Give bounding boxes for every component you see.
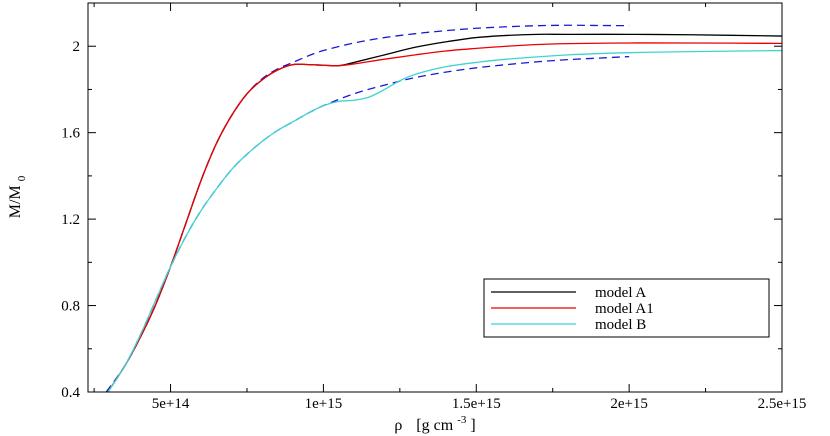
legend-label: model A1 bbox=[595, 301, 654, 317]
y-tick-label: 0.4 bbox=[61, 385, 80, 401]
y-axis-title: M/M 0 bbox=[7, 175, 28, 218]
x-axis-exponent: -3 bbox=[457, 414, 467, 426]
series-line-model-a bbox=[107, 33, 782, 392]
y-axis-sub: 0 bbox=[16, 175, 28, 181]
series-layer bbox=[105, 24, 782, 392]
y-tick-label: 0.8 bbox=[61, 299, 80, 315]
x-axis-title: ρ [g cm -3 ] bbox=[394, 410, 475, 434]
dashed-fit-line bbox=[105, 55, 630, 392]
dashed-fit-line bbox=[105, 24, 630, 392]
x-tick-label: 5e+14 bbox=[152, 396, 190, 412]
x-axis-units: [g cm bbox=[416, 417, 453, 434]
x-axis-symbol: ρ bbox=[394, 417, 402, 434]
y-tick-label: 2 bbox=[73, 39, 81, 55]
plot-frame bbox=[87, 2, 783, 393]
y-axis-main: M/M bbox=[7, 185, 24, 218]
series-line-model-a1 bbox=[107, 42, 782, 392]
x-tick-label: 2.5e+15 bbox=[758, 396, 807, 412]
x-tick-label: 1.5e+15 bbox=[452, 396, 501, 412]
y-tick-label: 1.2 bbox=[61, 212, 80, 228]
series-line-model-b bbox=[107, 49, 782, 392]
ticks-layer: 5e+14 1e+15 1.5e+15 2e+15 2.5e+15 0.4 0.8 1.2 1.… bbox=[61, 2, 807, 412]
x-tick-label: 1e+15 bbox=[305, 396, 343, 412]
legend-label: model A bbox=[595, 285, 646, 301]
x-tick-label: 2e+15 bbox=[610, 396, 648, 412]
legend-label: model B bbox=[595, 317, 646, 333]
x-axis-close: ] bbox=[470, 417, 475, 434]
y-tick-label: 1.6 bbox=[61, 126, 80, 142]
